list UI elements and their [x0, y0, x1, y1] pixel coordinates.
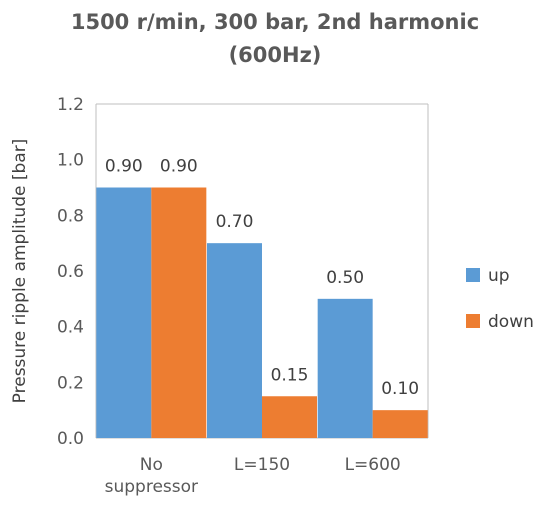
- legend-label-down: down: [488, 312, 534, 332]
- x-tick-label: L=600: [345, 455, 401, 475]
- x-tick-label-line: L=600: [345, 455, 401, 475]
- y-tick-label: 0.8: [57, 206, 84, 226]
- bar-up: [317, 298, 373, 438]
- y-tick-label: 0.2: [57, 373, 84, 393]
- data-label-up: 0.70: [216, 212, 254, 232]
- chart-title-line-1: 1500 r/min, 300 bar, 2nd harmonic: [70, 10, 480, 34]
- y-axis-label: Pressure ripple amplitude [bar]: [10, 139, 30, 404]
- chart-title-line-2: (600Hz): [228, 43, 322, 67]
- x-tick-label-line: suppressor: [105, 477, 198, 497]
- x-axis-tick-labels: No suppressor L=150 L=600: [105, 455, 401, 497]
- x-tick-label: L=150: [234, 455, 290, 475]
- y-tick-label: 1.0: [57, 151, 84, 171]
- data-label-down: 0.90: [160, 157, 198, 177]
- x-tick-label-line: No: [140, 455, 163, 475]
- y-tick-label: 0.0: [57, 429, 84, 449]
- data-labels: 0.90 0.90 0.70 0.15 0.50 0.10: [105, 157, 419, 400]
- bar-down: [372, 410, 428, 438]
- data-label-up: 0.50: [326, 268, 364, 288]
- legend: up down: [466, 266, 534, 332]
- bars: [96, 187, 428, 438]
- bar-up: [96, 187, 152, 438]
- chart-title: 1500 r/min, 300 bar, 2nd harmonic (600Hz…: [0, 6, 550, 72]
- data-label-down: 0.15: [271, 365, 309, 385]
- legend-label-up: up: [488, 266, 510, 286]
- legend-swatch-down: [466, 314, 480, 328]
- y-tick-label: 1.2: [57, 95, 84, 115]
- x-tick-label-line: L=150: [234, 455, 290, 475]
- y-tick-label: 0.6: [57, 262, 84, 282]
- y-axis-tick-labels: 0.0 0.2 0.4 0.6 0.8 1.0 1.2: [57, 95, 84, 449]
- bar-up: [207, 243, 262, 438]
- bar-down: [262, 396, 317, 438]
- bar-down: [151, 187, 207, 438]
- data-label-down: 0.10: [381, 379, 419, 399]
- y-tick-label: 0.4: [57, 318, 84, 338]
- data-label-up: 0.90: [105, 157, 143, 177]
- x-tick-label: No suppressor: [105, 455, 198, 497]
- legend-swatch-up: [466, 268, 480, 282]
